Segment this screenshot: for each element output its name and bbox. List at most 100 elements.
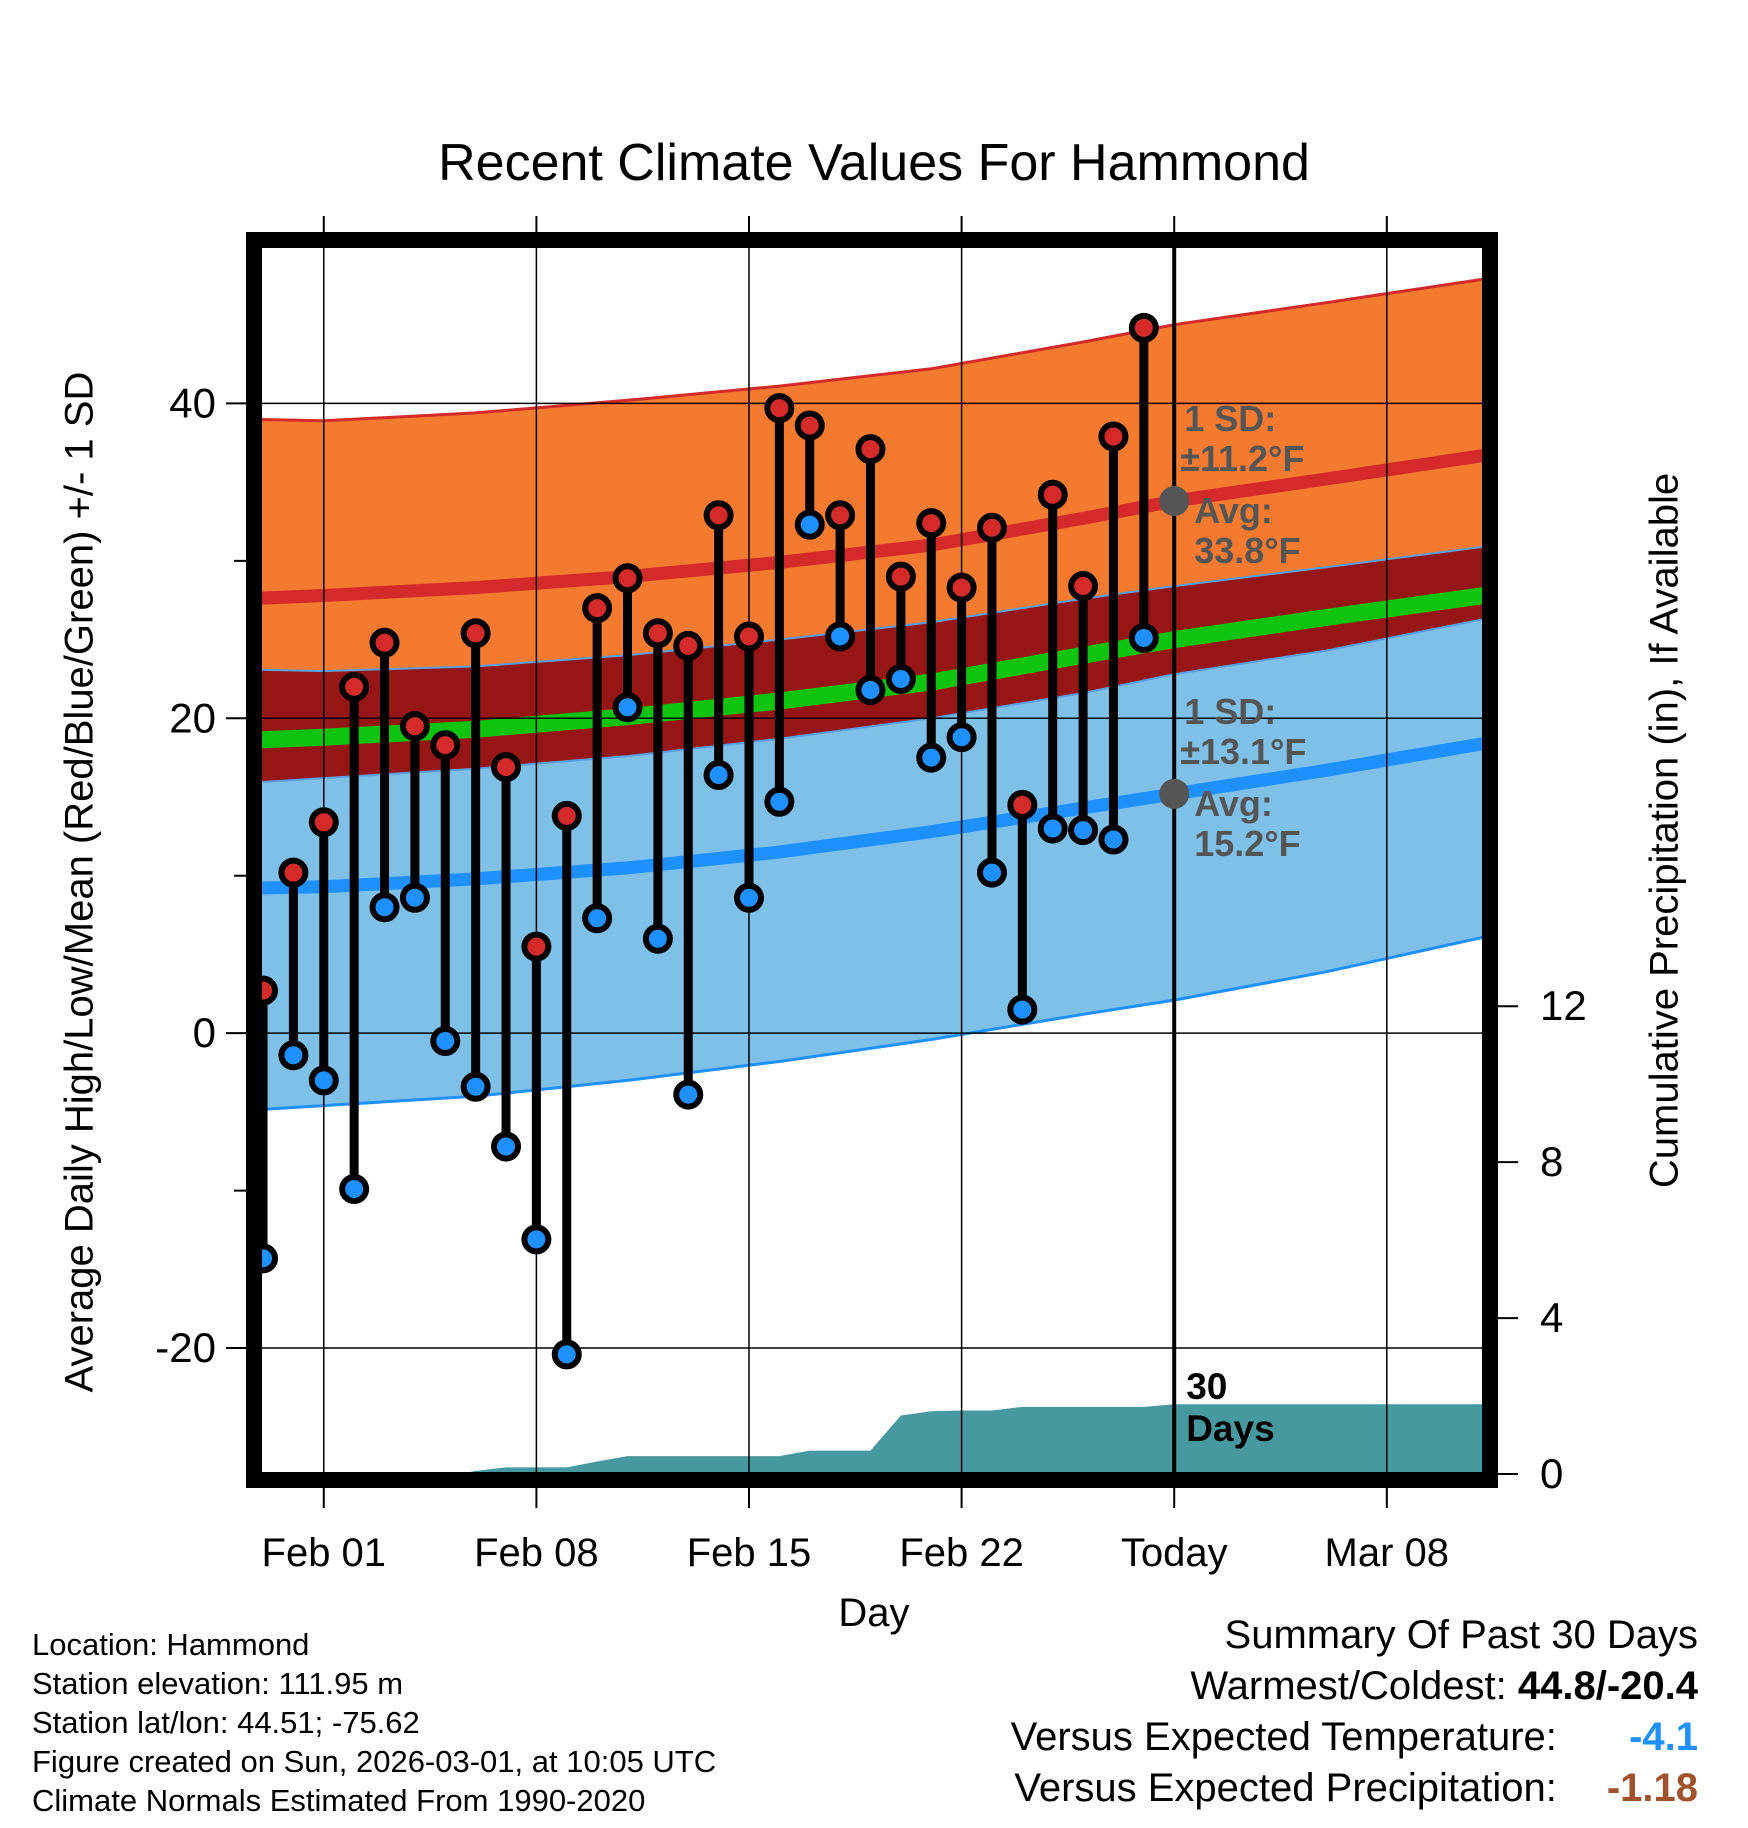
daily-high-point: [278, 857, 309, 888]
sd-label: 1 SD:: [1184, 398, 1276, 439]
normal-mean-line: [260, 587, 1484, 749]
info-created: Figure created on Sun, 2026-03-01, at 10…: [32, 1744, 717, 1779]
daily-low-point: [885, 663, 916, 694]
daily-high-point: [551, 800, 582, 831]
daily-low-point: [278, 1040, 309, 1071]
summary-heading: Summary Of Past 30 Days: [1224, 1613, 1698, 1657]
normal-average-marker: [1159, 778, 1190, 809]
y-tick-label: 0: [193, 1009, 216, 1056]
daily-low-point: [946, 722, 977, 753]
daily-low-point: [825, 621, 856, 652]
daily-high-point: [460, 618, 491, 649]
daily-low-point: [976, 857, 1007, 888]
low-upper-line: [260, 618, 1484, 784]
avg-value: 15.2°F: [1194, 823, 1300, 864]
precipitation-area: [260, 1404, 1484, 1474]
normal-low-line: [260, 737, 1484, 895]
precip-tick-label: 4: [1540, 1294, 1563, 1341]
daily-low-point: [1007, 994, 1038, 1025]
daily-high-point: [521, 931, 552, 962]
y-tick-label: 20: [169, 694, 216, 741]
y-axis-label-right: Cumulative Precipitation (in), If Availa…: [1642, 472, 1687, 1189]
x-tick-label: Feb 15: [687, 1531, 812, 1575]
daily-high-point: [1128, 312, 1159, 343]
daily-low-point: [1128, 623, 1159, 654]
daily-high-point: [369, 627, 400, 658]
precip-value: -1.18: [1606, 1766, 1698, 1810]
temp-label: Versus Expected Temperature:: [1010, 1715, 1557, 1759]
summary-precip: Versus Expected Precipitation: -1.18: [1011, 1763, 1698, 1814]
summary-temp: Versus Expected Temperature: -4.1: [1011, 1712, 1698, 1763]
daily-high-point: [582, 593, 613, 624]
daily-low-point: [582, 903, 613, 934]
daily-high-point: [764, 393, 795, 424]
daily-high-point: [885, 561, 916, 592]
avg-value: 33.8°F: [1194, 530, 1300, 571]
daily-low-point: [460, 1071, 491, 1102]
x-tick-label: Feb 01: [262, 1531, 387, 1575]
daily-high-point: [1007, 789, 1038, 820]
daily-low-point: [916, 742, 947, 773]
daily-high-point: [946, 572, 977, 603]
daily-high-point: [642, 618, 673, 649]
daily-low-point: [308, 1065, 339, 1096]
daily-high-point: [491, 752, 522, 783]
daily-high-point: [430, 730, 461, 761]
temp-value: -4.1: [1629, 1715, 1698, 1759]
daily-high-point: [733, 621, 764, 652]
daily-low-point: [764, 786, 795, 817]
x-tick-label: Feb 08: [474, 1531, 599, 1575]
daily-low-point: [339, 1174, 370, 1205]
daily-high-point: [339, 671, 370, 702]
daily-low-point: [399, 882, 430, 913]
chart-title: Recent Climate Values For Hammond: [438, 134, 1310, 192]
days-label-number: 30: [1186, 1366, 1227, 1407]
daily-low-point: [369, 892, 400, 923]
daily-high-point: [612, 563, 643, 594]
daily-low-point: [855, 674, 886, 705]
precip-label: Versus Expected Precipitation:: [1014, 1766, 1557, 1810]
daily-low-point: [521, 1224, 552, 1255]
x-tick-label: Mar 08: [1325, 1531, 1450, 1575]
low-lower-line: [260, 935, 1484, 1112]
warm-cold-label: Warmest/Coldest:: [1190, 1664, 1507, 1708]
daily-low-point: [612, 692, 643, 723]
daily-high-point: [308, 807, 339, 838]
daily-low-point: [794, 509, 825, 540]
daily-high-point: [916, 508, 947, 539]
days-label-text: Days: [1186, 1408, 1274, 1449]
sd-label: 1 SD:: [1184, 691, 1276, 732]
info-elevation: Station elevation: 111.95 m: [32, 1666, 404, 1701]
daily-low-point: [673, 1079, 704, 1110]
x-tick-label: Feb 22: [899, 1531, 1024, 1575]
station-info: Location: Hammond Station elevation: 111…: [32, 1625, 716, 1820]
avg-label: Avg:: [1194, 783, 1273, 824]
daily-low-point: [733, 882, 764, 913]
y-tick-label: 40: [169, 379, 216, 426]
y-axis-label-left: Average Daily High/Low/Mean (Red/Blue/Gr…: [57, 371, 102, 1393]
daily-high-point: [399, 711, 430, 742]
daily-high-point: [673, 630, 704, 661]
normal-high-line: [260, 448, 1484, 605]
daily-low-point: [1068, 815, 1099, 846]
daily-high-point: [855, 434, 886, 465]
daily-low-point: [551, 1339, 582, 1370]
daily-high-point: [1098, 421, 1129, 452]
normal-average-marker: [1159, 486, 1190, 517]
summary-warm-cold: Warmest/Coldest: 44.8/-20.4: [1011, 1661, 1698, 1712]
x-axis-label: Day: [838, 1591, 910, 1635]
summary-panel: Summary Of Past 30 Days Warmest/Coldest:…: [1011, 1610, 1698, 1814]
high-lower-line: [260, 545, 1484, 673]
precip-tick-label: 8: [1540, 1138, 1563, 1185]
info-normals: Climate Normals Estimated From 1990-2020: [32, 1783, 646, 1818]
avg-label: Avg:: [1194, 490, 1273, 531]
precip-tick-label: 0: [1540, 1450, 1563, 1497]
high-upper-line: [260, 277, 1484, 423]
daily-low-point: [1037, 813, 1068, 844]
daily-low-point: [1098, 824, 1129, 855]
daily-high-point: [976, 512, 1007, 543]
daily-low-point: [642, 923, 673, 954]
precip-tick-label: 12: [1540, 982, 1587, 1029]
daily-high-point: [1037, 479, 1068, 510]
